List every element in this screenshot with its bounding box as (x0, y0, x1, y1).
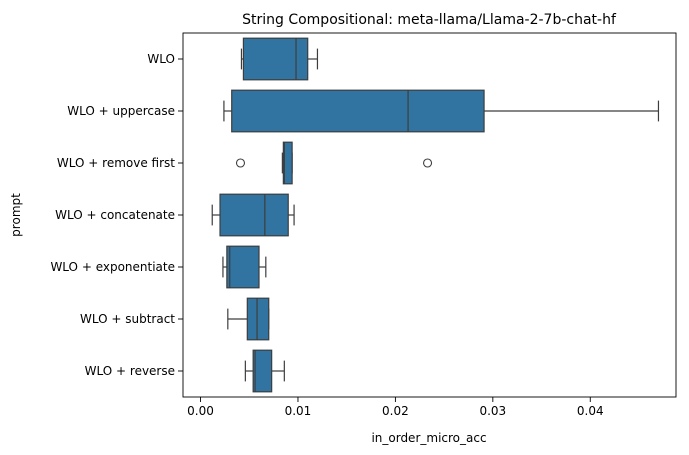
plot-area: 0.00 0.01 0.02 0.03 0.04 WLO WLO + uppercase WL… (50, 37, 660, 418)
box-iqr (282, 141, 293, 185)
box-iqr (252, 349, 273, 393)
x-tick-label: 0.03 (479, 404, 506, 418)
plot-frame (182, 32, 677, 398)
box-iqr (226, 245, 260, 289)
box-iqr (246, 297, 270, 341)
box-iqr (231, 89, 485, 133)
x-tick-label: 0.00 (187, 404, 214, 418)
y-tick-label: WLO + subtract (80, 312, 175, 326)
y-tick-label: WLO + remove first (57, 156, 175, 170)
box-outlier (423, 158, 433, 168)
box-iqr (219, 193, 289, 237)
box-iqr (242, 37, 309, 81)
y-tick-label: WLO + uppercase (67, 104, 175, 118)
y-tick-label: WLO + concatenate (55, 208, 175, 222)
y-axis-label: prompt (9, 193, 23, 237)
x-tick-label: 0.04 (577, 404, 604, 418)
y-tick-label: WLO + exponentiate (50, 260, 175, 274)
x-tick-label: 0.01 (285, 404, 312, 418)
y-tick-label: WLO (147, 52, 175, 66)
box-outlier (235, 158, 246, 168)
y-tick-label: WLO + reverse (85, 364, 175, 378)
x-axis-label: in_order_micro_acc (371, 431, 486, 445)
x-tick-label: 0.02 (382, 404, 409, 418)
chart-title: String Compositional: meta-llama/Llama-2… (242, 12, 617, 28)
